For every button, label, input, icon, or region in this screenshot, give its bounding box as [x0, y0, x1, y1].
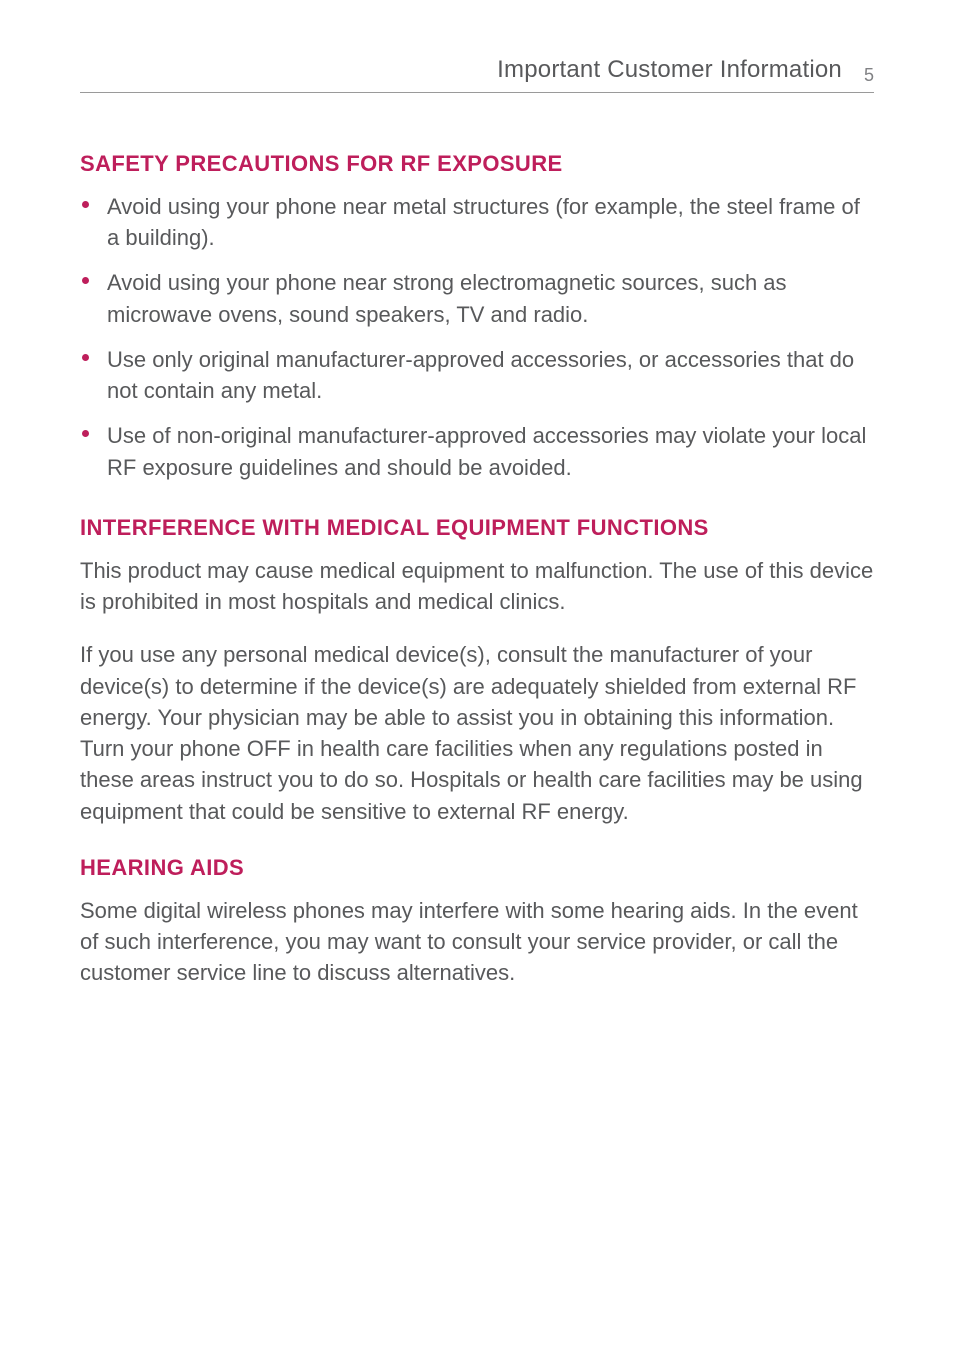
paragraph: Some digital wireless phones may interfe… — [80, 895, 874, 989]
bullet-icon — [82, 201, 89, 208]
page-header: Important Customer Information 5 — [80, 56, 874, 93]
section-hearing-aids: HEARING AIDS Some digital wireless phone… — [80, 855, 874, 989]
bullet-icon — [82, 354, 89, 361]
bullet-icon — [82, 277, 89, 284]
list-item: Use only original manufacturer-approved … — [80, 344, 874, 406]
section-rf-exposure: SAFETY PRECAUTIONS FOR RF EXPOSURE Avoid… — [80, 151, 874, 483]
bullet-list: Avoid using your phone near metal struct… — [80, 191, 874, 483]
bullet-text: Avoid using your phone near metal struct… — [107, 191, 874, 253]
header-title: Important Customer Information — [497, 56, 842, 84]
paragraph: This product may cause medical equipment… — [80, 555, 874, 617]
list-item: Avoid using your phone near metal struct… — [80, 191, 874, 253]
list-item: Avoid using your phone near strong elect… — [80, 267, 874, 329]
section-heading: SAFETY PRECAUTIONS FOR RF EXPOSURE — [80, 151, 874, 177]
section-medical-equipment: INTERFERENCE WITH MEDICAL EQUIPMENT FUNC… — [80, 515, 874, 827]
bullet-text: Avoid using your phone near strong elect… — [107, 267, 874, 329]
section-heading: INTERFERENCE WITH MEDICAL EQUIPMENT FUNC… — [80, 515, 874, 541]
list-item: Use of non-original manufacturer-approve… — [80, 420, 874, 482]
bullet-text: Use only original manufacturer-approved … — [107, 344, 874, 406]
bullet-icon — [82, 430, 89, 437]
paragraph: If you use any personal medical device(s… — [80, 639, 874, 826]
bullet-text: Use of non-original manufacturer-approve… — [107, 420, 874, 482]
section-heading: HEARING AIDS — [80, 855, 874, 881]
page-number: 5 — [864, 65, 874, 86]
